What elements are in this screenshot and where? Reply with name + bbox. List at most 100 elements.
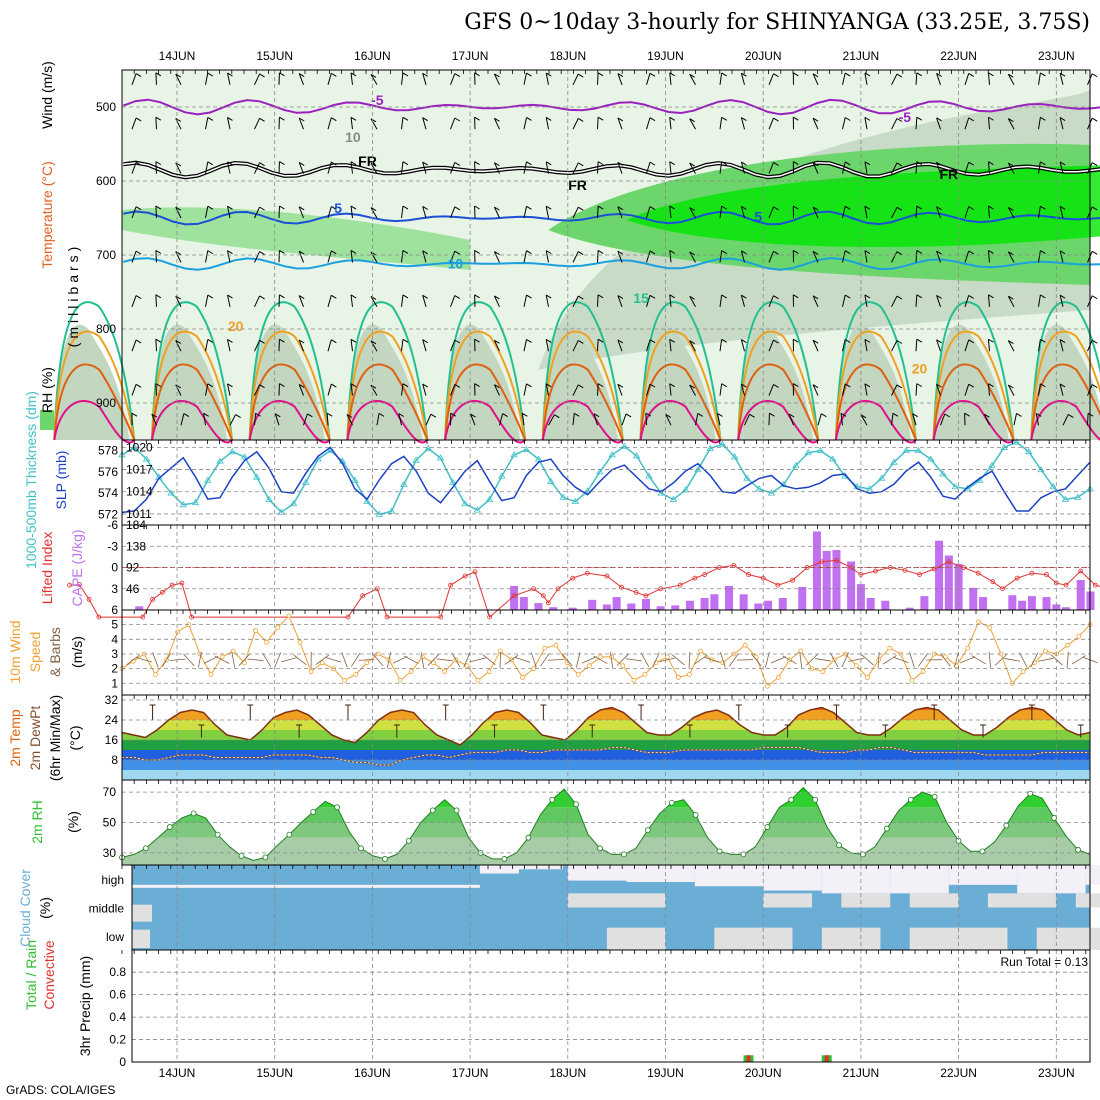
wind-barb (1035, 413, 1039, 426)
wind-barb-flag (578, 117, 584, 122)
wind-barb (987, 161, 990, 174)
wind-barb (298, 251, 304, 263)
wind-barb-flag (350, 116, 357, 121)
cloud-high-gap (821, 865, 891, 894)
wind-barb-flag (968, 339, 974, 344)
wind-barb (768, 339, 774, 352)
cloud-mid-gap (841, 893, 891, 908)
wind-barb-10m (214, 655, 230, 664)
wind-barb-flag (578, 73, 584, 78)
upper-y-tick: 600 (96, 174, 116, 188)
wind-barb-10m (1066, 651, 1069, 668)
date-label-top: 20JUN (745, 49, 782, 63)
wind-barb-flag (1008, 384, 1014, 389)
wind-barb (940, 413, 946, 426)
wind-barb-10m (499, 651, 501, 668)
wind-barb (719, 117, 723, 130)
wind-barb (376, 413, 380, 426)
wind-barb (891, 251, 898, 263)
rh-mid-bump (445, 324, 521, 440)
wind-barb-flag (175, 162, 181, 167)
wind-barb-flag (649, 117, 656, 122)
wind-barb-flag (892, 412, 899, 417)
wind-barb-flag (402, 338, 409, 343)
wind-barb (370, 74, 378, 86)
thickness-line-point (387, 507, 396, 514)
wind-barb-flag (350, 250, 357, 254)
thickness-line-point (755, 485, 763, 492)
wind-barb-flag (370, 251, 377, 256)
cape-bar (954, 563, 963, 610)
wind-barb (422, 161, 427, 174)
wind-barb-flag (1040, 116, 1046, 121)
wind-barb-flag (578, 206, 584, 211)
page-title: GFS 0~10day 3-hourly for SHINYANGA (33.2… (464, 10, 1090, 35)
wind-barb (545, 72, 549, 85)
wind-barb-flag (494, 73, 500, 78)
wind-barb (1038, 161, 1041, 174)
lifted-index-point (189, 614, 195, 620)
cape-bar (1027, 596, 1036, 610)
cape-bar (534, 603, 543, 610)
wind-barb (523, 72, 527, 85)
lifted-index-point (677, 582, 683, 588)
cloud-high-gap (1085, 865, 1100, 885)
wind-barb-10m (994, 654, 1008, 666)
wind-barb (350, 383, 353, 396)
wind-barb-flag (1016, 413, 1022, 417)
wind-barb (572, 73, 579, 86)
credit-label: GrADS: COLA/IGES (6, 1083, 116, 1097)
wind-speed-point (987, 625, 993, 630)
rh-point (310, 808, 317, 815)
wind-barb-flag (326, 412, 333, 417)
wind-barb-flag (331, 383, 337, 388)
wind-barb-flag (279, 249, 285, 254)
rh-point (166, 824, 173, 830)
wind-barb-flag (597, 205, 604, 210)
date-label-bottom: 22JUN (940, 1066, 977, 1080)
wind-barb-flag (175, 339, 181, 344)
wind-barb (350, 206, 353, 219)
lifted-index-point (1044, 572, 1049, 577)
wind-barb (499, 413, 504, 426)
wind-speed-point (598, 654, 603, 660)
wind-barb-flag (207, 205, 214, 210)
wind-barb (450, 339, 456, 352)
wind-barb-flag (689, 118, 695, 123)
wind-barb (864, 250, 868, 263)
wind-barb (155, 205, 157, 219)
thickness-axis-label: 1000-500mb Thickness (dm) SLP (mb) (23, 391, 69, 569)
wind-barb (180, 413, 185, 426)
wind-barb (227, 206, 231, 219)
thickness-line-point (596, 468, 604, 475)
upper-axis-label: Temperature (°C) Wind (m/s) RH (%) (milliba… (39, 61, 81, 430)
wind-barb-flag (227, 205, 233, 210)
wind-barb-flag (916, 116, 923, 121)
wind-speed-point (152, 672, 158, 677)
wind-barb (717, 413, 721, 426)
wind-barb-flag (298, 339, 305, 344)
cloud-high-gap (694, 865, 764, 887)
wind-barb-flag (936, 383, 942, 388)
date-label-top: 22JUN (940, 49, 977, 63)
wind-barb-flag (988, 116, 994, 121)
wind-barb-10m (765, 651, 770, 668)
wind-speed-point (353, 672, 359, 677)
cape-bar (935, 540, 944, 610)
cloud-mid-gap (987, 893, 1057, 908)
wind-barb (617, 73, 623, 85)
wind-barb-flag (1008, 118, 1014, 123)
wind-tick: 1 (111, 676, 118, 690)
wind-barb (891, 162, 898, 174)
wind-barb-flag (669, 161, 676, 166)
rh-bright-band (626, 165, 1100, 247)
wind-barb (572, 162, 579, 174)
wind-barb-flag (175, 384, 181, 389)
wind-barb-flag (1008, 295, 1014, 300)
cloud-low-gap (132, 929, 150, 948)
wind-barb-10m (539, 652, 550, 667)
wind-barb-flag (494, 384, 500, 389)
wind-barb (422, 295, 427, 307)
wind-barb (205, 117, 209, 130)
wind-speed-point (264, 639, 270, 645)
